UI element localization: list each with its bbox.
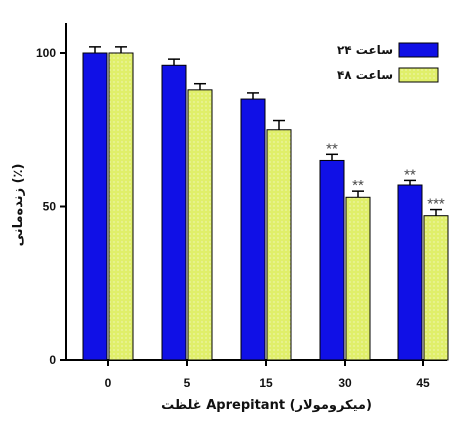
x-axis-title: غلظت Aprepitant (میکرومولار) <box>161 398 372 413</box>
significance-label: ** <box>326 140 338 157</box>
legend-swatch-48h <box>398 67 439 83</box>
significance-label: *** <box>427 196 445 213</box>
x-tick-label: 0 <box>105 376 112 390</box>
x-tick-label: 30 <box>338 376 352 390</box>
significance-label: ** <box>352 177 364 194</box>
bar-24h <box>161 64 187 361</box>
bar-48h <box>108 52 134 361</box>
bar-24h <box>397 184 423 361</box>
bar-48h <box>423 215 449 361</box>
bar-48h <box>187 89 213 361</box>
bar-24h <box>82 52 108 361</box>
x-tick-label: 15 <box>259 376 273 390</box>
y-tick-label: 0 <box>49 353 56 367</box>
y-axis-title: زنده‌مانی (٪) <box>11 164 26 247</box>
x-tick-label: 45 <box>416 376 430 390</box>
bar-24h <box>240 98 266 361</box>
y-tick-label: 100 <box>36 46 56 60</box>
legend-label-48h: ۴۸ ساعت <box>337 68 393 82</box>
bar-24h <box>319 159 345 361</box>
bar-48h <box>345 196 371 361</box>
significance-label: ** <box>404 166 416 183</box>
legend-swatch-24h <box>398 42 439 58</box>
x-tick-label: 5 <box>184 376 191 390</box>
y-tick-label: 50 <box>43 200 57 214</box>
bar-48h <box>266 129 292 361</box>
legend-label-24h: ۲۴ ساعت <box>337 43 393 57</box>
